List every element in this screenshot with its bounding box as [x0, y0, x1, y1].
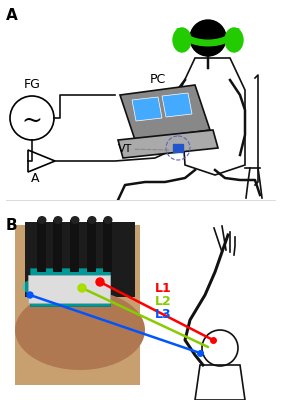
Ellipse shape [53, 216, 62, 224]
Bar [87, 220, 96, 272]
Polygon shape [132, 97, 162, 121]
Circle shape [190, 20, 226, 56]
Bar [37, 220, 46, 272]
Ellipse shape [15, 290, 145, 370]
Text: B: B [6, 218, 18, 233]
Circle shape [27, 292, 33, 298]
Bar [173, 144, 183, 152]
Ellipse shape [71, 216, 80, 224]
Polygon shape [118, 130, 218, 158]
Text: L2: L2 [155, 295, 172, 308]
Bar [30, 268, 110, 306]
Ellipse shape [87, 216, 96, 224]
Ellipse shape [103, 216, 112, 224]
Text: FG: FG [24, 78, 40, 91]
Bar [103, 220, 112, 272]
Text: PC: PC [150, 73, 166, 86]
Text: L3: L3 [155, 308, 172, 321]
Bar [15, 225, 140, 385]
Polygon shape [120, 85, 210, 140]
Circle shape [78, 284, 86, 292]
Ellipse shape [22, 276, 78, 298]
Bar [28, 275, 110, 303]
Bar [70, 220, 79, 272]
Polygon shape [162, 93, 192, 117]
Circle shape [96, 278, 104, 286]
Bar [25, 222, 135, 297]
Ellipse shape [37, 216, 46, 224]
Ellipse shape [173, 28, 191, 52]
Text: L1: L1 [155, 282, 172, 295]
Text: ~: ~ [22, 110, 42, 132]
Text: A: A [6, 8, 18, 23]
Text: A: A [31, 172, 39, 185]
Ellipse shape [225, 28, 243, 52]
Bar [53, 220, 62, 272]
Text: VT: VT [118, 144, 170, 154]
